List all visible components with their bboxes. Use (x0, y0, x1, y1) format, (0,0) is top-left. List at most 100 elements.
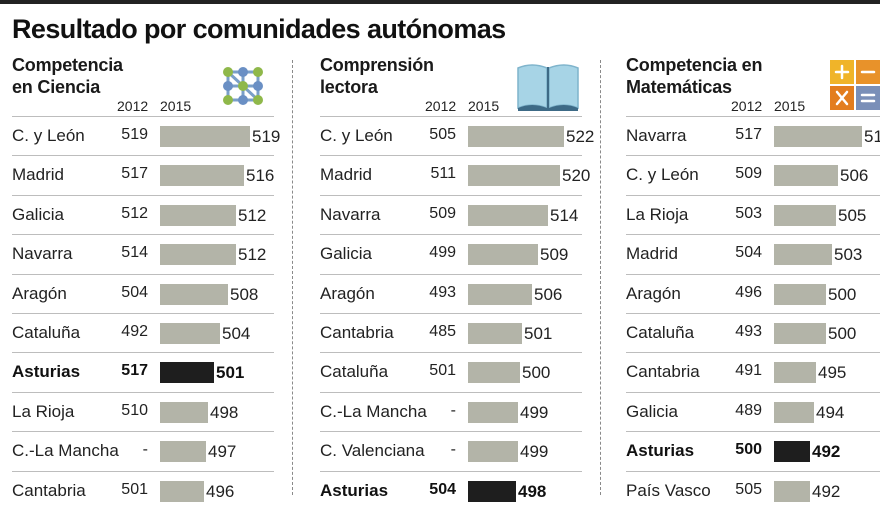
region-name: Aragón (626, 283, 681, 303)
region-name: Cataluña (320, 362, 389, 382)
column-divider (600, 60, 601, 495)
bar-2015 (468, 165, 560, 187)
bar-2015 (774, 165, 838, 187)
rows-ciencia: C. y León 519 519 Madrid 517 516 Galicia 512 512… (12, 116, 280, 510)
value-2012: 510 (121, 401, 148, 419)
value-2015: 498 (518, 481, 547, 501)
region-name: La Rioja (12, 401, 75, 421)
table-row: C. y León 505 522 (320, 116, 594, 155)
table-row: Galicia 489 494 (626, 391, 880, 431)
bar-2015 (774, 283, 826, 305)
region-name: C. y León (320, 126, 393, 145)
bar-2015 (468, 322, 522, 344)
bar-2015 (774, 480, 810, 502)
value-2015: 499 (520, 442, 549, 462)
value-2012: 489 (735, 401, 762, 419)
region-name: Aragón (12, 283, 67, 303)
value-2015: 500 (522, 363, 551, 383)
rows-matematicas: Navarra 517 518 C. y León 509 506 La Rioja 503 5… (626, 116, 880, 510)
value-2012: 499 (429, 244, 456, 262)
table-row: Navarra 517 518 (626, 116, 880, 155)
panel-title-line1: Competencia en (626, 55, 763, 75)
value-2012: 504 (735, 244, 762, 262)
bar-2015 (468, 283, 532, 305)
bar-2015 (774, 362, 816, 384)
value-2015: 506 (534, 284, 563, 304)
year-2012-header: 2012 (425, 98, 457, 114)
value-2012: 493 (429, 283, 456, 301)
bar-2015 (774, 244, 832, 266)
bar-2015 (468, 441, 518, 463)
value-2012: 505 (735, 480, 762, 498)
value-2012: 512 (121, 204, 148, 222)
value-2012: 491 (735, 362, 762, 380)
table-row: País Vasco 505 492 (626, 470, 880, 510)
table-row: Cantabria 491 495 (626, 352, 880, 391)
value-2015: 505 (838, 205, 867, 225)
top-rule (0, 0, 880, 4)
region-name: C. Valenciana (320, 441, 425, 461)
bar-2015 (468, 362, 520, 384)
table-row: Cantabria 485 501 (320, 312, 582, 352)
region-name: La Rioja (626, 204, 689, 224)
table-row: Cantabria 501 496 (12, 470, 274, 510)
value-2012: 517 (121, 362, 148, 380)
panel-title-line2: en Ciencia (12, 77, 101, 97)
table-row: Navarra 509 514 (320, 194, 582, 234)
table-row: C. Valenciana - 499 (320, 431, 582, 470)
region-name: C. y León (12, 126, 85, 145)
region-name: Navarra (626, 126, 687, 145)
panel-ciencia: Competencia en Ciencia 2012 2015 C. y Le… (12, 54, 280, 502)
region-name: País Vasco (626, 480, 711, 500)
panel-title: Competencia en Matemáticas (626, 54, 762, 98)
value-2015: 512 (238, 205, 267, 225)
year-2015-header: 2015 (774, 98, 806, 114)
region-name: Madrid (626, 244, 678, 264)
region-name: Cataluña (626, 322, 695, 342)
value-2015: 501 (216, 363, 245, 383)
region-name: Galicia (626, 401, 678, 421)
value-2012: 517 (735, 126, 762, 143)
value-2015: 503 (834, 245, 863, 265)
bar-2015 (160, 322, 220, 344)
bar-2015 (160, 165, 244, 187)
value-2015: 519 (252, 127, 281, 146)
region-name: Cantabria (12, 480, 86, 500)
region-name: Asturias (12, 362, 81, 382)
table-row: C. y León 509 506 (626, 155, 880, 194)
value-2015: 508 (230, 284, 259, 304)
value-2015: 509 (540, 245, 569, 265)
table-row: Cataluña 492 504 (12, 312, 274, 352)
table-row: Asturias 504 498 (320, 470, 582, 510)
panel-title-line2: Matemáticas (626, 77, 732, 97)
value-2015: 494 (816, 402, 845, 422)
bar-2015 (468, 204, 548, 226)
table-row: C.-La Mancha - 497 (12, 431, 274, 470)
rows-lectora: C. y León 505 522 Madrid 511 520 Navarra 509 514… (320, 116, 594, 510)
value-2015: 492 (812, 442, 841, 462)
bar-2015 (160, 362, 214, 384)
value-2012: 501 (121, 480, 148, 498)
column-divider (292, 60, 293, 495)
bar-2015 (160, 126, 250, 147)
year-2015-header: 2015 (160, 98, 192, 114)
table-row: Galicia 512 512 (12, 194, 274, 234)
table-row: Madrid 511 520 (320, 155, 590, 194)
value-2015: 498 (210, 402, 239, 422)
region-name: Asturias (626, 441, 695, 461)
value-2015: 518 (864, 127, 880, 146)
value-2012: - (142, 441, 148, 459)
bar-2015 (468, 401, 518, 423)
value-2015: 495 (818, 363, 847, 383)
region-name: Madrid (320, 165, 372, 185)
value-2015: 504 (222, 323, 251, 343)
value-2012: 505 (429, 126, 456, 143)
value-2015: 512 (238, 245, 267, 265)
value-2015: 500 (828, 284, 857, 304)
region-name: Madrid (12, 165, 64, 185)
region-name: Asturias (320, 480, 389, 500)
value-2012: 509 (735, 165, 762, 183)
table-row: Asturias 517 501 (12, 352, 274, 391)
value-2012: - (450, 401, 456, 419)
table-row: Asturias 500 492 (626, 431, 880, 470)
